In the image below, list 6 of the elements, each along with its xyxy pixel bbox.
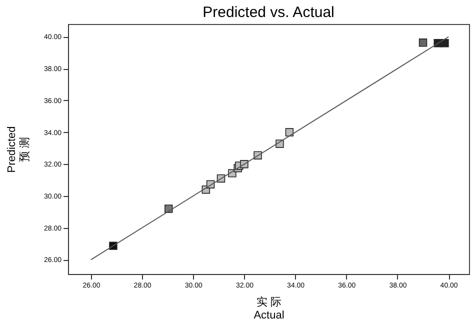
point [285, 128, 294, 136]
point [418, 38, 428, 47]
chart-title: Predicted vs. Actual [202, 4, 334, 21]
x-axis-title: 实 际 Actual [254, 296, 284, 322]
point [440, 39, 449, 48]
y-axis-title: Predicted 预 测 [6, 126, 31, 173]
